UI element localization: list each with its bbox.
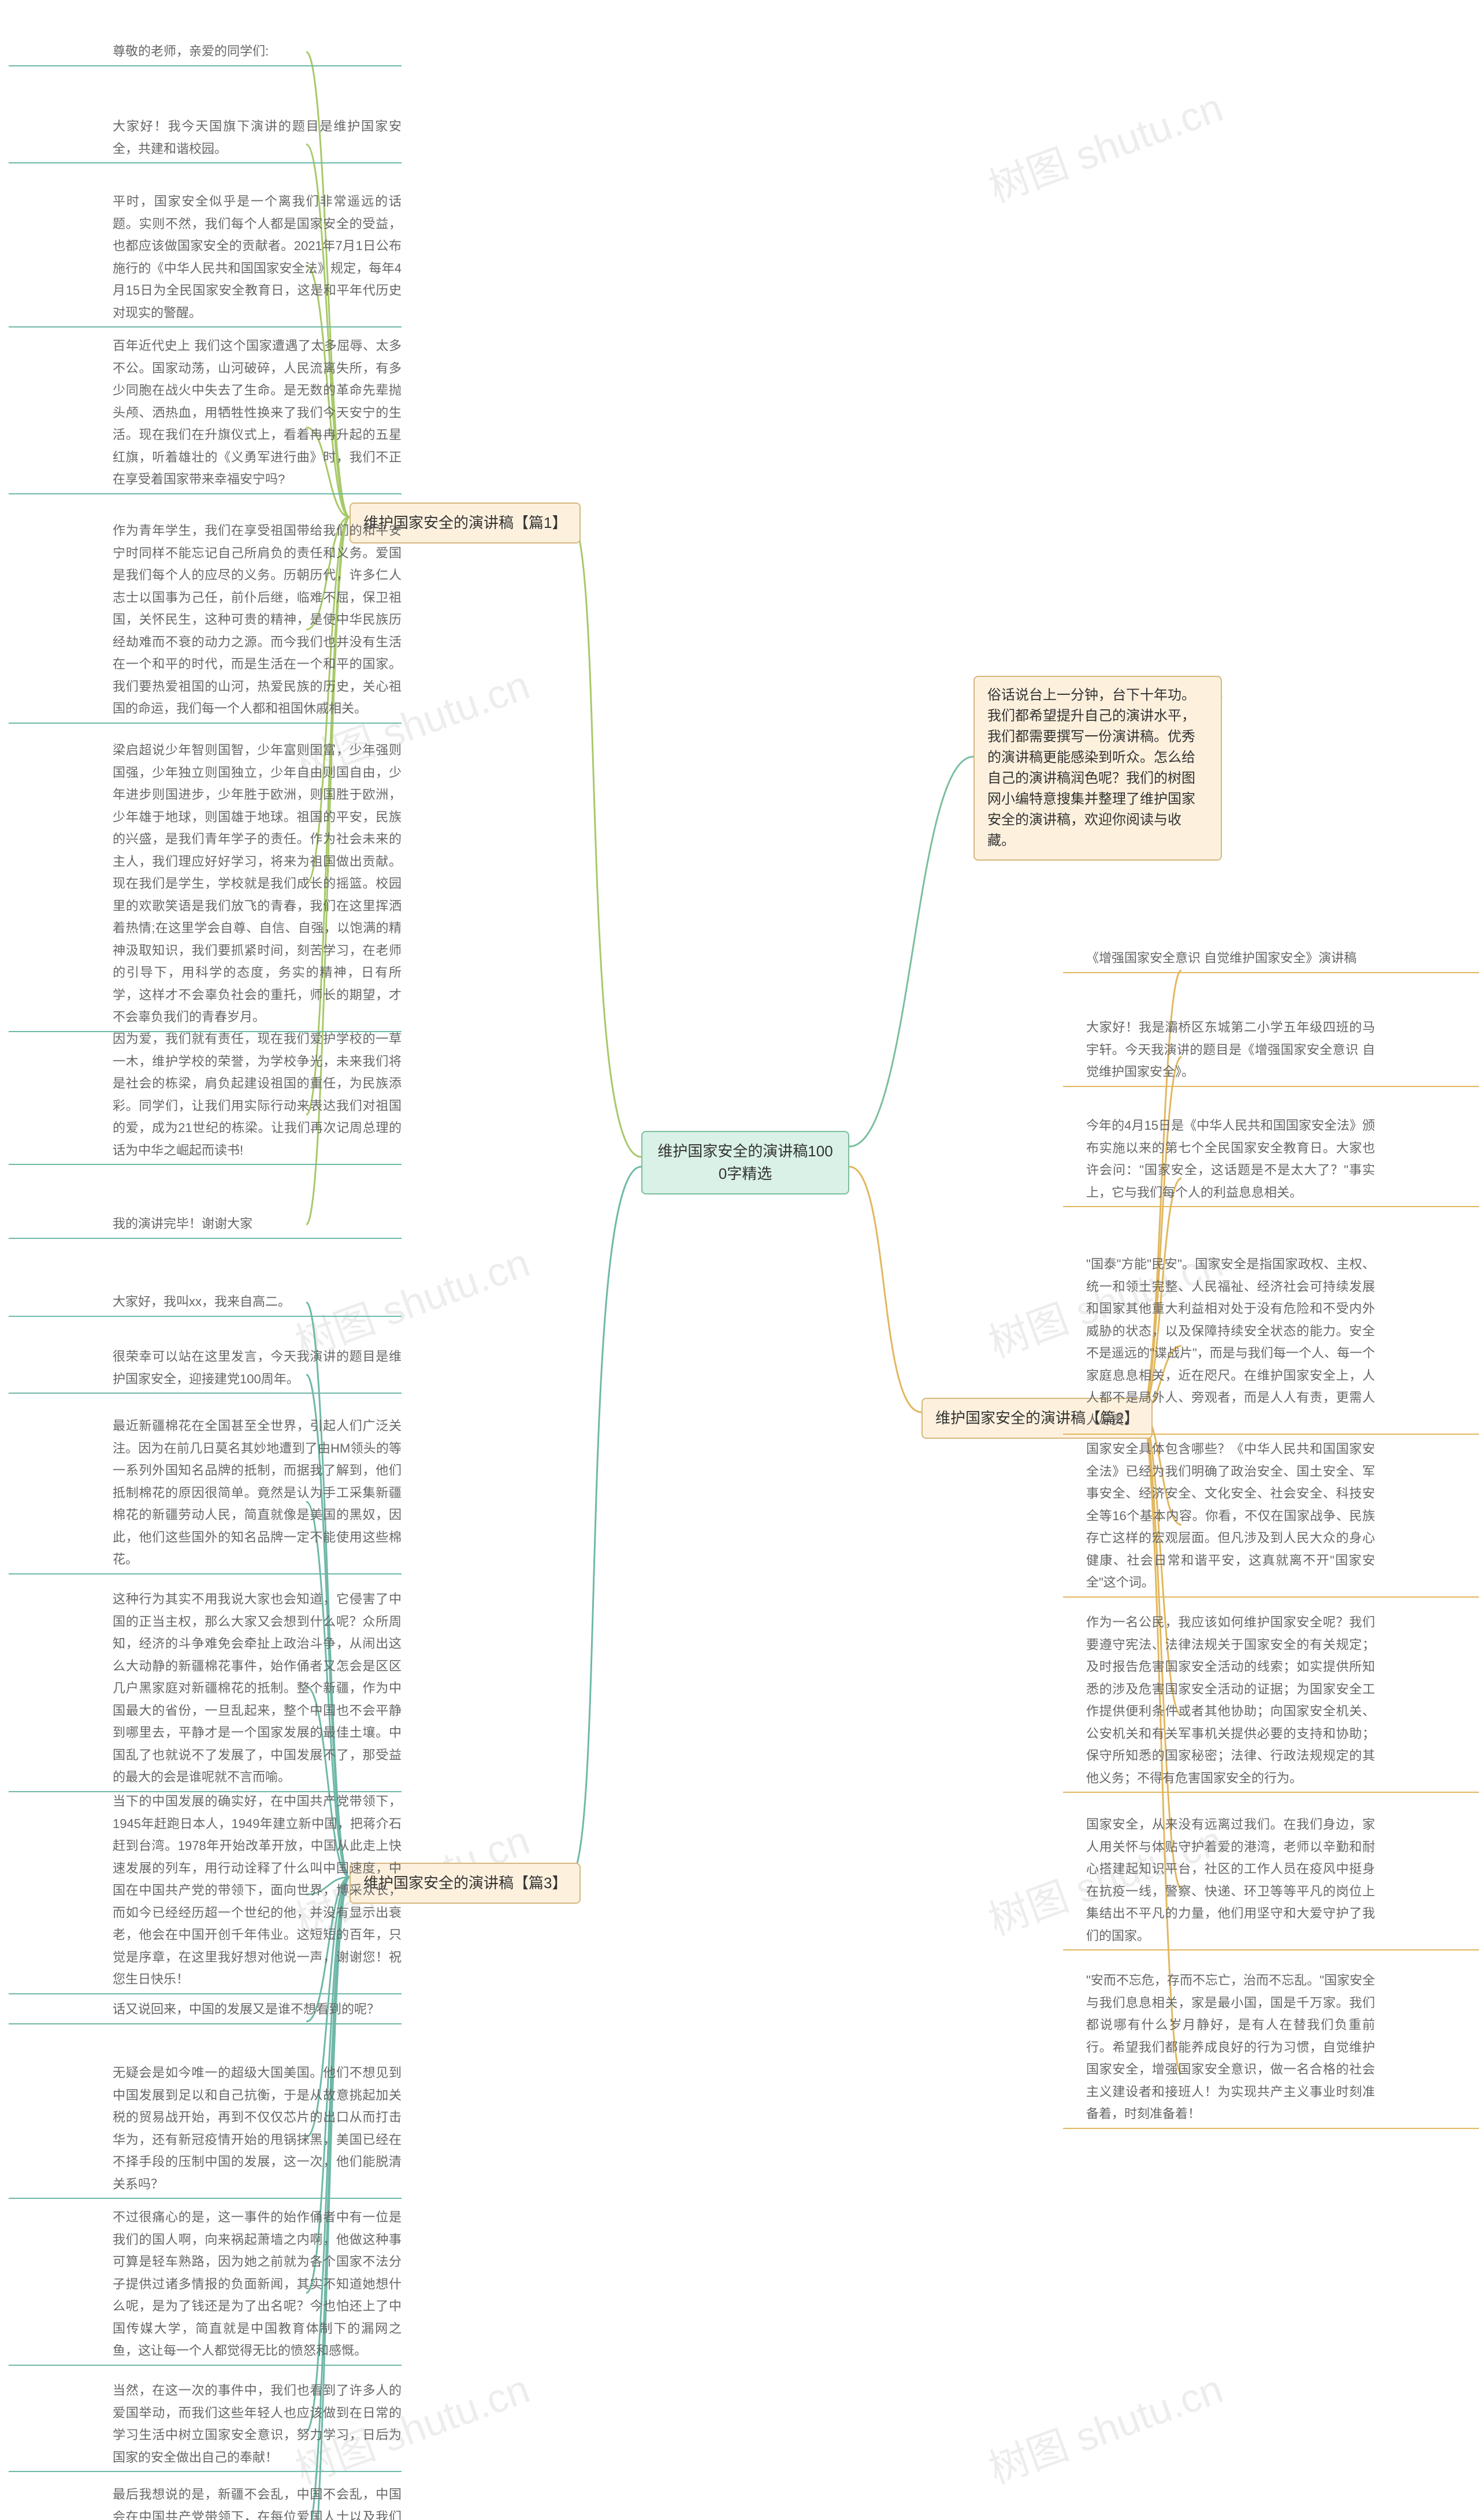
leaf-underline — [9, 1031, 402, 1032]
leaf-underline — [1063, 1206, 1479, 1207]
leaf-underline — [9, 2365, 402, 2366]
leaf-paragraph: 话又说回来，中国的发展又是谁不想看到的呢？ — [113, 1998, 402, 2021]
leaf-underline — [9, 1993, 402, 1994]
leaf-underline — [9, 1393, 402, 1394]
leaf-paragraph: 《增强国家安全意识 自觉维护国家安全》演讲稿 — [1086, 947, 1375, 970]
leaf-underline — [9, 326, 402, 327]
leaf-underline — [1063, 972, 1479, 973]
leaf-paragraph: 很荣幸可以站在这里发言，今天我演讲的题目是维护国家安全，迎接建党100周年。 — [113, 1346, 402, 1390]
leaf-paragraph: 大家好！我是灞桥区东城第二小学五年级四班的马宇轩。今天我演讲的题目是《增强国家安… — [1086, 1017, 1375, 1084]
leaf-underline — [9, 1164, 402, 1165]
leaf-underline — [1063, 1792, 1479, 1793]
leaf-paragraph: 梁启超说少年智则国智，少年富则国富，少年强则国强，少年独立则国独立，少年自由则国… — [113, 739, 402, 1029]
leaf-underline — [9, 723, 402, 724]
leaf-paragraph: 我的演讲完毕！谢谢大家 — [113, 1213, 402, 1235]
leaf-paragraph: 国家安全具体包含哪些？《中华人民共和国国家安全法》已经为我们明确了政治安全、国土… — [1086, 1438, 1375, 1594]
leaf-paragraph: 作为青年学生，我们在享受祖国带给我们的和平安宁时同样不能忘记自己所肩负的责任和义… — [113, 520, 402, 720]
leaf-underline — [1063, 2128, 1479, 2129]
leaf-underline — [9, 2198, 402, 2199]
leaf-paragraph: 最后我想说的是，新疆不会乱，中国不会乱，中国会在中国共产党带领下，在每位爱国人士… — [113, 2484, 402, 2520]
leaf-paragraph: 这种行为其实不用我说大家也会知道，它侵害了中国的正当主权，那么大家又会想到什么呢… — [113, 1588, 402, 1789]
leaf-paragraph: 大家好！我今天国旗下演讲的题目是维护国家安全，共建和谐校园。 — [113, 116, 402, 160]
leaf-paragraph: 国家安全，从来没有远离过我们。在我们身边，家人用关怀与体贴守护着爱的港湾，老师以… — [1086, 1814, 1375, 1947]
leaf-paragraph: "安而不忘危，存而不忘亡，治而不忘乱。"国家安全与我们息息相关，家是最小国，国是… — [1086, 1970, 1375, 2126]
leaf-paragraph: "国泰"方能"民安"。国家安全是指国家政权、主权、统一和领土完整、人民福祉、经济… — [1086, 1253, 1375, 1431]
intro-node: 俗话说台上一分钟，台下十年功。我们都希望提升自己的演讲水平，我们都需要撰写一份演… — [973, 676, 1222, 861]
leaf-underline — [9, 1238, 402, 1239]
leaf-underline — [9, 1573, 402, 1574]
leaf-underline — [1063, 1596, 1479, 1598]
leaf-paragraph: 平时，国家安全似乎是一个离我们非常遥远的话题。实则不然，我们每个人都是国家安全的… — [113, 191, 402, 324]
leaf-paragraph: 当下的中国发展的确实好，在中国共产党带领下，1945年赶跑日本人，1949年建立… — [113, 1791, 402, 1991]
leaf-underline — [1063, 1086, 1479, 1087]
leaf-paragraph: 因为爱，我们就有责任，现在我们爱护学校的一草一木，维护学校的荣誉，为学校争光，未… — [113, 1028, 402, 1162]
leaf-paragraph: 最近新疆棉花在全国甚至全世界，引起人们广泛关注。因为在前几日莫名其妙地遭到了由H… — [113, 1415, 402, 1571]
leaf-underline — [9, 1791, 402, 1792]
leaf-paragraph: 尊敬的老师，亲爱的同学们: — [113, 40, 402, 63]
leaf-underline — [9, 2471, 402, 2472]
leaf-paragraph: 无疑会是如今唯一的超级大国美国。他们不想见到中国发展到足以和自己抗衡，于是从故意… — [113, 2062, 402, 2195]
leaf-paragraph: 不过很痛心的是，这一事件的始作俑者中有一位是我们的国人啊，向来祸起萧墙之内啊，他… — [113, 2206, 402, 2362]
root-node: 维护国家安全的演讲稿1000字精选 — [641, 1131, 849, 1194]
leaf-underline — [9, 2023, 402, 2024]
leaf-underline — [1063, 1434, 1479, 1435]
leaf-underline — [9, 493, 402, 494]
leaf-paragraph: 大家好，我叫xx，我来自高二。 — [113, 1291, 402, 1313]
intro-text: 俗话说台上一分钟，台下十年功。我们都希望提升自己的演讲水平，我们都需要撰写一份演… — [987, 685, 1208, 851]
leaf-paragraph: 作为一名公民，我应该如何维护国家安全呢？我们要遵守宪法、法律法规关于国家安全的有… — [1086, 1611, 1375, 1789]
watermark: 树图 shutu.cn — [980, 76, 1230, 214]
leaf-paragraph: 当然，在这一次的事件中，我们也看到了许多人的爱国举动，而我们这些年轻人也应该做到… — [113, 2380, 402, 2469]
leaf-underline — [9, 65, 402, 66]
leaf-paragraph: 今年的4月15日是《中华人民共和国国家安全法》颁布实施以来的第七个全民国家安全教… — [1086, 1115, 1375, 1204]
watermark: 树图 shutu.cn — [980, 2357, 1230, 2496]
leaf-paragraph: 百年近代史上 我们这个国家遭遇了太多屈辱、太多不公。国家动荡，山河破碎，人民流离… — [113, 335, 402, 491]
leaf-underline — [9, 162, 402, 163]
root-title-line2: 0字精选 — [655, 1163, 835, 1185]
leaf-underline — [1063, 1949, 1479, 1951]
root-title-line1: 维护国家安全的演讲稿100 — [655, 1140, 835, 1163]
leaf-underline — [9, 1316, 402, 1317]
